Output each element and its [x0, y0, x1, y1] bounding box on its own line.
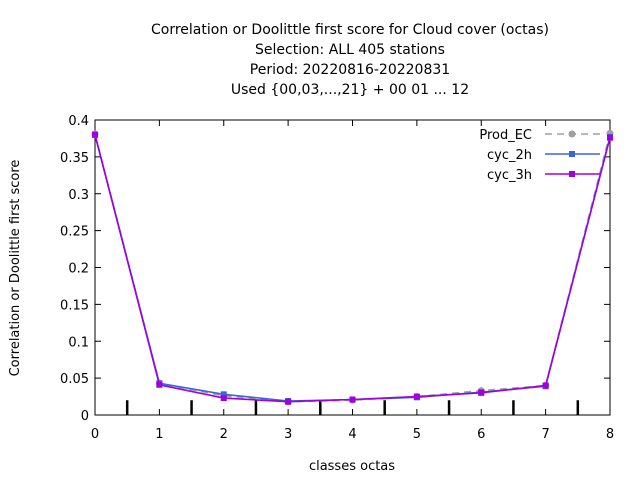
- series-cyc-3h: [92, 131, 613, 405]
- series-cyc-2h: [92, 131, 613, 404]
- y-tick-label: 0.2: [68, 262, 89, 277]
- x-tick-label: 6: [477, 427, 485, 442]
- x-tick-label: 7: [541, 427, 549, 442]
- legend-marker: [569, 171, 575, 177]
- x-axis: 0 1 2 3 4 5 6 7 8: [91, 120, 614, 442]
- data-point: [92, 131, 98, 138]
- data-point: [156, 381, 163, 388]
- legend-item: cyc_3h: [487, 168, 600, 183]
- title-line-4: Used {00,03,...,21} + 00 01 ... 12: [231, 82, 469, 98]
- data-point: [349, 396, 356, 403]
- y-tick-label: 0.35: [60, 151, 89, 166]
- y-tick-label: 0.25: [60, 225, 89, 240]
- class-boundary-marks: [125, 400, 580, 415]
- series-line: [94, 134, 611, 402]
- legend-item: Prod_EC: [479, 128, 600, 143]
- y-tick-label: 0.4: [68, 114, 89, 129]
- x-tick-label: 5: [413, 427, 421, 442]
- x-tick-label: 3: [284, 427, 292, 442]
- title-line-2: Selection: ALL 405 stations: [255, 42, 445, 58]
- series-line: [94, 134, 611, 403]
- series-prod-ec: [91, 129, 614, 406]
- y-tick-label: 0.3: [68, 188, 89, 203]
- y-tick-label: 0.1: [68, 335, 89, 350]
- y-tick-label: 0.15: [60, 298, 89, 313]
- x-tick-label: 4: [348, 427, 356, 442]
- plot-frame: [94, 119, 611, 416]
- data-point: [413, 393, 420, 400]
- data-point: [478, 389, 485, 396]
- legend-label: cyc_3h: [487, 168, 532, 183]
- series-line: [94, 133, 611, 403]
- data-point: [542, 382, 549, 389]
- legend-label: Prod_EC: [479, 128, 532, 143]
- data-point: [607, 134, 613, 141]
- legend-marker: [569, 151, 575, 157]
- data-point: [220, 391, 227, 398]
- legend-item: cyc_2h: [487, 148, 600, 163]
- y-tick-label: 0.05: [60, 372, 89, 387]
- chart-title: Correlation or Doolittle first score for…: [151, 22, 549, 98]
- x-tick-label: 8: [606, 427, 614, 442]
- title-line-1: Correlation or Doolittle first score for…: [151, 22, 549, 38]
- x-axis-label: classes octas: [309, 459, 395, 474]
- data-point: [220, 395, 227, 402]
- y-axis: 0 0.05 0.1 0.15 0.2 0.25 0.3 0.35 0.4: [60, 114, 610, 424]
- y-tick-label: 0: [81, 409, 89, 424]
- legend-marker: [568, 130, 576, 138]
- legend-label: cyc_2h: [487, 148, 532, 163]
- x-tick-label: 1: [155, 427, 163, 442]
- legend: Prod_EC cyc_2h cyc_3h: [479, 128, 600, 183]
- y-axis-label: Correlation or Doolittle first score: [8, 160, 23, 377]
- data-point: [285, 398, 292, 405]
- x-tick-label: 0: [91, 427, 99, 442]
- title-line-3: Period: 20220816-20220831: [250, 62, 450, 78]
- x-tick-label: 2: [220, 427, 228, 442]
- series-layer: [91, 129, 614, 406]
